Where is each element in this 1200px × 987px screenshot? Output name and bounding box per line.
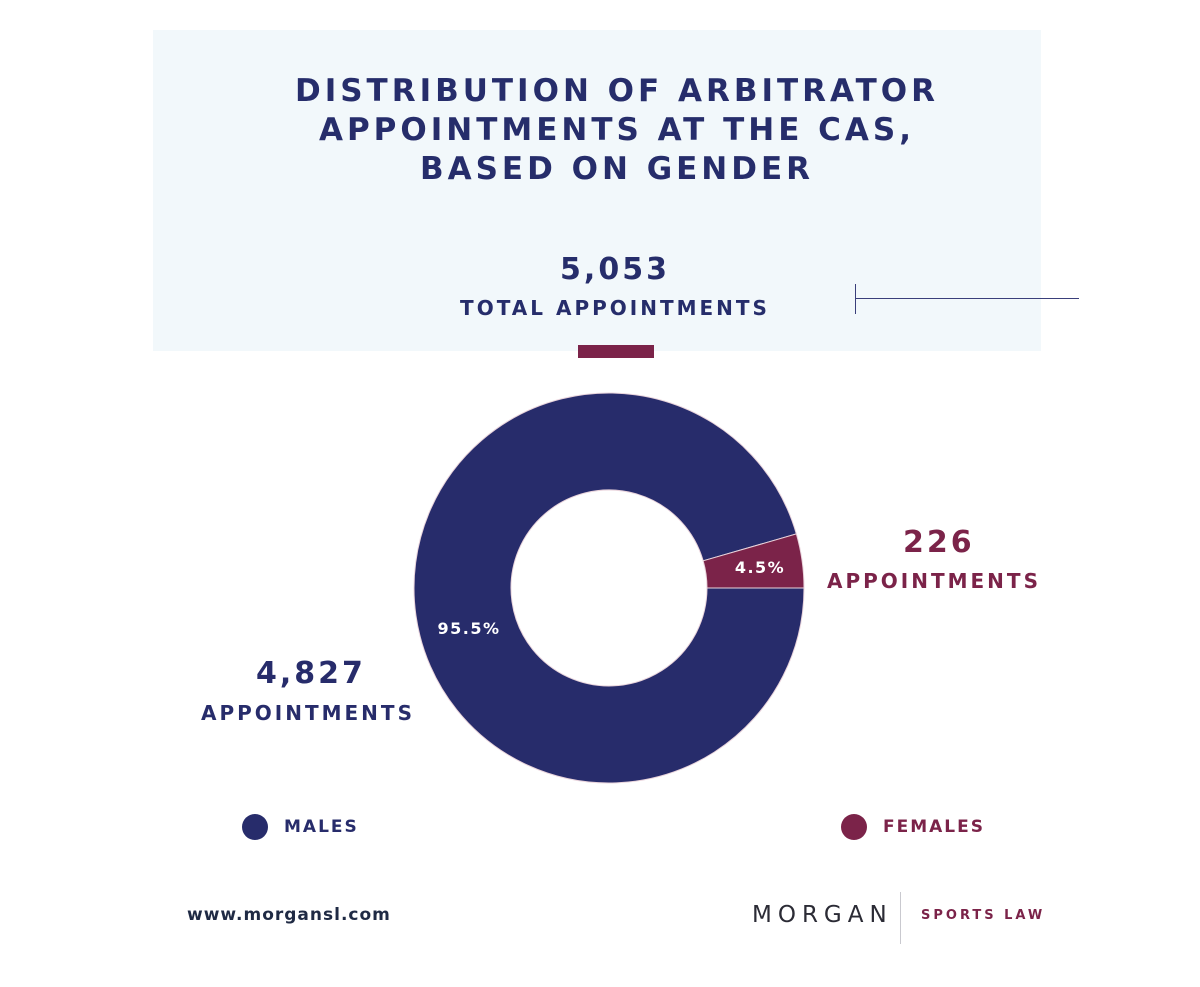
decorative-tick	[855, 284, 856, 314]
brand-logo-subtitle: SPORTS LAW	[921, 908, 1046, 923]
slice-males	[413, 392, 805, 784]
slice-females-percent: 4.5%	[735, 558, 785, 577]
header-panel	[153, 30, 1041, 351]
total-appointments-value: 5,053	[560, 252, 670, 287]
brand-divider	[900, 892, 901, 944]
legend-females-label: FEMALES	[883, 817, 985, 837]
slice-females	[702, 533, 805, 589]
legend-males-swatch	[242, 814, 268, 840]
footer-url[interactable]: www.morgansl.com	[187, 905, 391, 925]
females-value-label: 226	[903, 525, 975, 560]
legend-females-swatch	[841, 814, 867, 840]
slice-males-percent: 95.5%	[437, 619, 500, 638]
chart-title: DISTRIBUTION OF ARBITRATOR APPOINTMENTS …	[294, 73, 940, 187]
brand-logo-name: MORGAN	[752, 902, 893, 928]
males-unit-label: APPOINTMENTS	[201, 701, 415, 725]
females-unit-label: APPOINTMENTS	[827, 569, 1041, 593]
accent-bar	[578, 345, 654, 358]
total-appointments-label: TOTAL APPOINTMENTS	[460, 296, 770, 320]
males-value-label: 4,827	[256, 656, 366, 691]
legend-males-label: MALES	[284, 817, 359, 837]
decorative-line	[856, 298, 1079, 299]
